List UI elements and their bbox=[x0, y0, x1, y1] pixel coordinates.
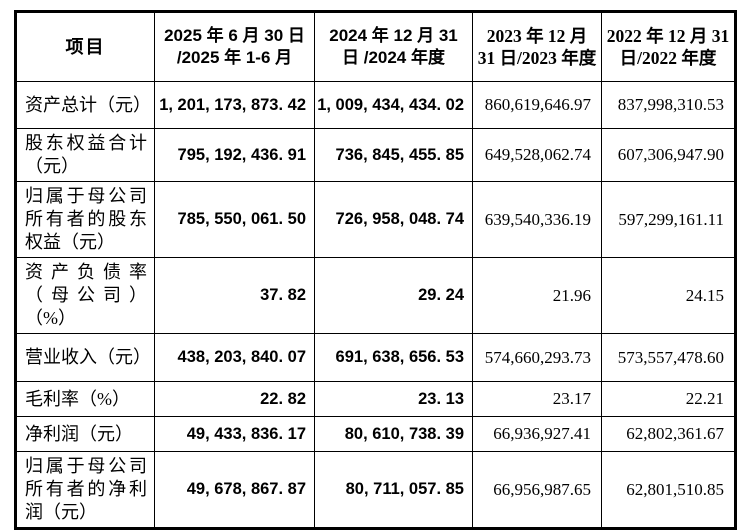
row-label-revenue: 营业收入（元） bbox=[15, 333, 155, 382]
value-cell: 795, 192, 436. 91 bbox=[154, 128, 315, 182]
table-row-debt-ratio: 资产负债率（母公司）（%） 37. 82 29. 24 21.96 24.15 bbox=[15, 257, 736, 334]
value-cell: 736, 845, 455. 85 bbox=[314, 128, 473, 182]
value-cell: 573,557,478.60 bbox=[601, 333, 736, 382]
value-cell: 62,802,361.67 bbox=[601, 416, 736, 452]
row-label-total-equity: 股东权益合计（元） bbox=[15, 128, 155, 182]
row-label-net-profit-parent-owners: 归属于母公司所有者的净利润（元） bbox=[15, 451, 155, 529]
value-cell: 691, 638, 656. 53 bbox=[314, 333, 473, 382]
table-row-total-assets: 资产总计（元） 1, 201, 173, 873. 42 1, 009, 434… bbox=[15, 81, 736, 129]
financial-summary-table: 项目 2025 年 6 月 30 日 /2025 年 1-6 月 2024 年 … bbox=[14, 10, 737, 530]
value-cell: 438, 203, 840. 07 bbox=[154, 333, 315, 382]
table-row-net-profit: 净利润（元） 49, 433, 836. 17 80, 610, 738. 39… bbox=[15, 416, 736, 452]
value-cell: 22.21 bbox=[601, 381, 736, 417]
value-cell: 24.15 bbox=[601, 257, 736, 334]
table-row-revenue: 营业收入（元） 438, 203, 840. 07 691, 638, 656.… bbox=[15, 333, 736, 382]
value-cell: 21.96 bbox=[472, 257, 602, 334]
column-header-2023: 2023 年 12 月 31 日/2023 年度 bbox=[472, 11, 602, 82]
table-header-row: 项目 2025 年 6 月 30 日 /2025 年 1-6 月 2024 年 … bbox=[15, 11, 736, 82]
column-header-item: 项目 bbox=[15, 11, 155, 82]
value-cell: 66,956,987.65 bbox=[472, 451, 602, 529]
value-cell: 1, 201, 173, 873. 42 bbox=[154, 81, 315, 129]
value-cell: 22. 82 bbox=[154, 381, 315, 417]
value-cell: 785, 550, 061. 50 bbox=[154, 181, 315, 258]
value-cell: 80, 711, 057. 85 bbox=[314, 451, 473, 529]
table-row-net-profit-parent-owners: 归属于母公司所有者的净利润（元） 49, 678, 867. 87 80, 71… bbox=[15, 451, 736, 529]
table-row-gross-margin: 毛利率（%） 22. 82 23. 13 23.17 22.21 bbox=[15, 381, 736, 417]
value-cell: 1, 009, 434, 434. 02 bbox=[314, 81, 473, 129]
value-cell: 860,619,646.97 bbox=[472, 81, 602, 129]
value-cell: 726, 958, 048. 74 bbox=[314, 181, 473, 258]
row-label-total-assets: 资产总计（元） bbox=[15, 81, 155, 129]
table-row-total-equity: 股东权益合计（元） 795, 192, 436. 91 736, 845, 45… bbox=[15, 128, 736, 182]
value-cell: 574,660,293.73 bbox=[472, 333, 602, 382]
column-header-2022: 2022 年 12 月 31 日/2022 年度 bbox=[601, 11, 736, 82]
value-cell: 66,936,927.41 bbox=[472, 416, 602, 452]
column-header-2024: 2024 年 12 月 31 日 /2024 年度 bbox=[314, 11, 473, 82]
table-row-equity-parent-owners: 归属于母公司所有者的股东权益（元） 785, 550, 061. 50 726,… bbox=[15, 181, 736, 258]
value-cell: 837,998,310.53 bbox=[601, 81, 736, 129]
value-cell: 62,801,510.85 bbox=[601, 451, 736, 529]
value-cell: 639,540,336.19 bbox=[472, 181, 602, 258]
financial-table: 项目 2025 年 6 月 30 日 /2025 年 1-6 月 2024 年 … bbox=[14, 10, 737, 530]
value-cell: 649,528,062.74 bbox=[472, 128, 602, 182]
row-label-gross-margin: 毛利率（%） bbox=[15, 381, 155, 417]
value-cell: 607,306,947.90 bbox=[601, 128, 736, 182]
value-cell: 23. 13 bbox=[314, 381, 473, 417]
value-cell: 49, 433, 836. 17 bbox=[154, 416, 315, 452]
value-cell: 37. 82 bbox=[154, 257, 315, 334]
value-cell: 29. 24 bbox=[314, 257, 473, 334]
column-header-2025-h1: 2025 年 6 月 30 日 /2025 年 1-6 月 bbox=[154, 11, 315, 82]
row-label-net-profit: 净利润（元） bbox=[15, 416, 155, 452]
value-cell: 23.17 bbox=[472, 381, 602, 417]
value-cell: 80, 610, 738. 39 bbox=[314, 416, 473, 452]
row-label-equity-parent-owners: 归属于母公司所有者的股东权益（元） bbox=[15, 181, 155, 258]
row-label-debt-ratio: 资产负债率（母公司）（%） bbox=[15, 257, 155, 334]
value-cell: 597,299,161.11 bbox=[601, 181, 736, 258]
value-cell: 49, 678, 867. 87 bbox=[154, 451, 315, 529]
